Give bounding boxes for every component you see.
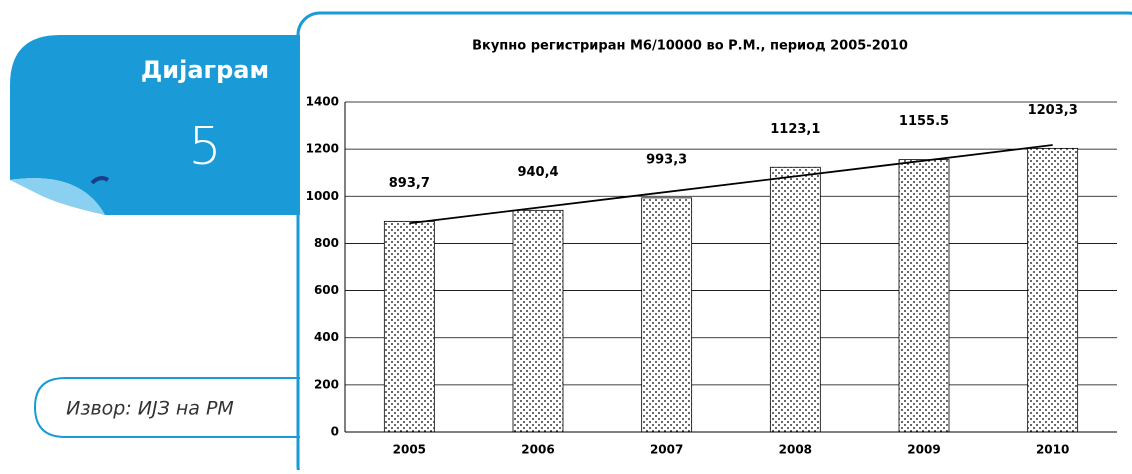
y-tick-label: 200 [314, 377, 339, 391]
bar [899, 160, 949, 432]
source: Извор: ИЈЗ на РМ [66, 398, 234, 420]
page: Дијаграм 5 Извор: ИЈЗ на РМ Вкупно регис… [0, 0, 1132, 470]
x-tick-label: 2009 [907, 443, 940, 457]
y-tick-label: 800 [314, 236, 339, 250]
bar [770, 167, 820, 432]
x-tick-label: 2008 [779, 443, 812, 457]
trend-line [409, 145, 1052, 223]
y-tick-label: 600 [314, 283, 339, 297]
x-tick-label: 2007 [650, 443, 683, 457]
value-label: 993,3 [646, 152, 687, 167]
bar [513, 210, 563, 432]
y-tick-label: 0 [331, 425, 339, 439]
x-tick-label: 2005 [393, 443, 426, 457]
y-tick-label: 1200 [306, 142, 339, 156]
bar [1028, 148, 1078, 432]
x-tick-label: 2006 [521, 443, 554, 457]
value-label: 1203,3 [1028, 103, 1078, 118]
y-tick-label: 1000 [306, 189, 339, 203]
bar [384, 221, 434, 432]
x-tick-label: 2010 [1036, 443, 1069, 457]
y-tick-label: 400 [314, 330, 339, 344]
value-label: 940,4 [517, 165, 558, 180]
value-label: 893,7 [389, 176, 430, 191]
panel-number: 5 [188, 117, 221, 177]
panel-label: Дијаграм [141, 56, 269, 84]
bar [642, 198, 692, 432]
chart-title: Вкупно регистриран М6/10000 во Р.М., пер… [472, 39, 908, 54]
value-label: 1123,1 [770, 122, 820, 137]
value-label: 1155.5 [899, 114, 949, 129]
y-tick-label: 1400 [306, 95, 339, 109]
